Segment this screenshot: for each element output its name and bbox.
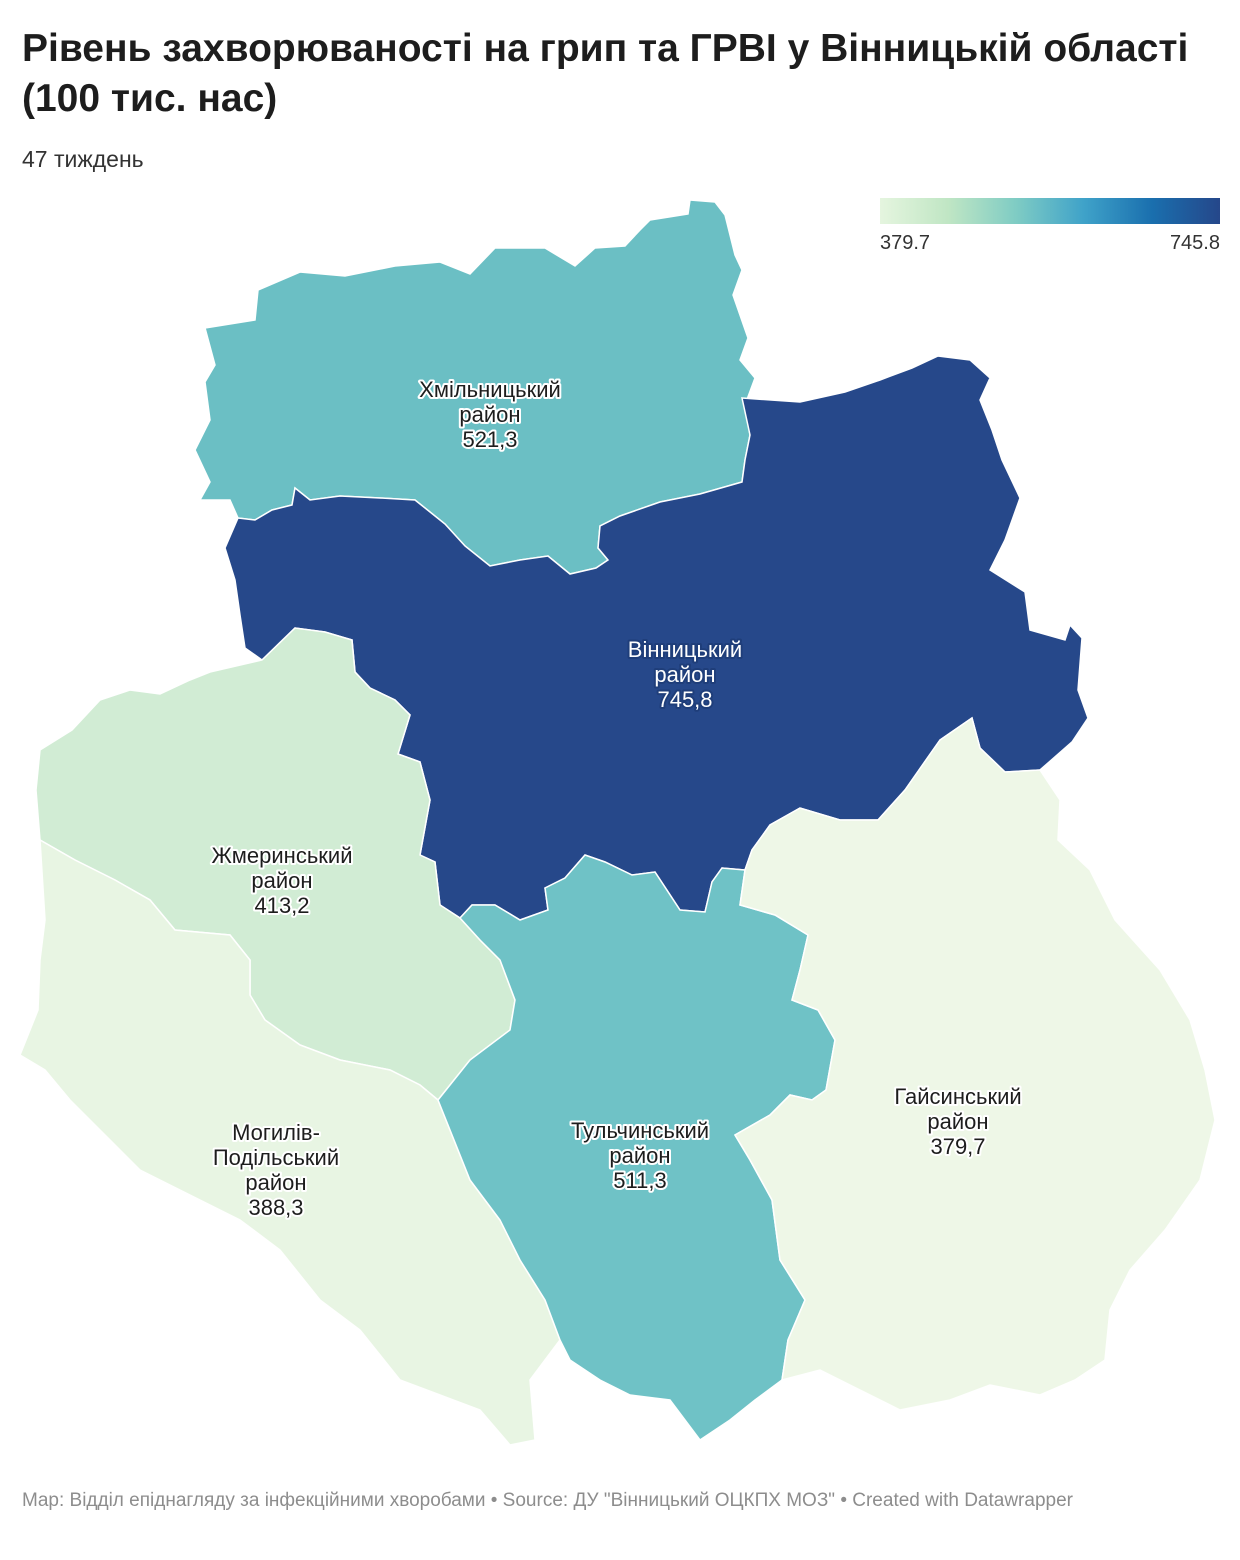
label-haisynskyi-name: Гайсинський <box>894 1084 1021 1109</box>
label-khmilnytskyi-value: 521,3 <box>462 427 517 452</box>
label-haisynskyi-value: 379,7 <box>930 1134 985 1159</box>
label-tulchynskyi: Тульчинський район 511,3 <box>569 1116 711 1195</box>
legend-gradient-bar <box>880 198 1220 224</box>
label-khmilnytskyi-type: район <box>459 402 520 427</box>
legend-min-label: 379.7 <box>880 232 931 254</box>
label-vinnytskyi-value: 745,8 <box>657 687 712 712</box>
label-khmilnytskyi: Хмільницький район 521,3 <box>417 375 563 454</box>
label-zhmerynskyi-value: 413,2 <box>254 893 309 918</box>
chart-title: Рівень захворюваності на грип та ГРВІ у … <box>22 27 1189 120</box>
label-zhmerynskyi-name: Жмеринський <box>211 843 352 868</box>
label-haisynskyi-type: район <box>927 1109 988 1134</box>
label-khmilnytskyi-name: Хмільницький <box>419 377 561 402</box>
color-legend: 379.7 745.8 <box>880 198 1220 255</box>
chart-subtitle: 47 тиждень <box>22 146 144 172</box>
label-haisynskyi: Гайсинський район 379,7 <box>892 1082 1023 1161</box>
label-tulchynskyi-value: 511,3 <box>613 1168 666 1193</box>
label-mohyliv-name2: Подільський <box>213 1145 339 1170</box>
legend-max-label: 745.8 <box>1169 232 1220 254</box>
label-vinnytskyi-name: Вінницький <box>628 637 742 662</box>
choropleth-map: Хмільницький район 521,3 Вінницький райо… <box>19 199 1216 1446</box>
region-haisynskyi[interactable] <box>733 716 1216 1411</box>
label-vinnytskyi: Вінницький район 745,8 <box>626 635 744 714</box>
label-mohyliv: Могилів- Подільський район 388,3 <box>211 1118 341 1222</box>
label-zhmerynskyi: Жмеринський район 413,2 <box>209 841 354 920</box>
label-vinnytskyi-type: район <box>654 662 715 687</box>
footer-credits: Map: Відділ епіднагляду за інфекційними … <box>22 1490 1073 1511</box>
region-mohyliv[interactable] <box>19 838 561 1446</box>
label-mohyliv-name1: Могилів- <box>232 1120 320 1145</box>
label-tulchynskyi-name: Тульчинський <box>571 1118 709 1143</box>
label-mohyliv-value: 388,3 <box>248 1195 303 1220</box>
label-mohyliv-type: район <box>245 1170 306 1195</box>
label-tulchynskyi-type: район <box>609 1143 670 1168</box>
label-zhmerynskyi-type: район <box>251 868 312 893</box>
